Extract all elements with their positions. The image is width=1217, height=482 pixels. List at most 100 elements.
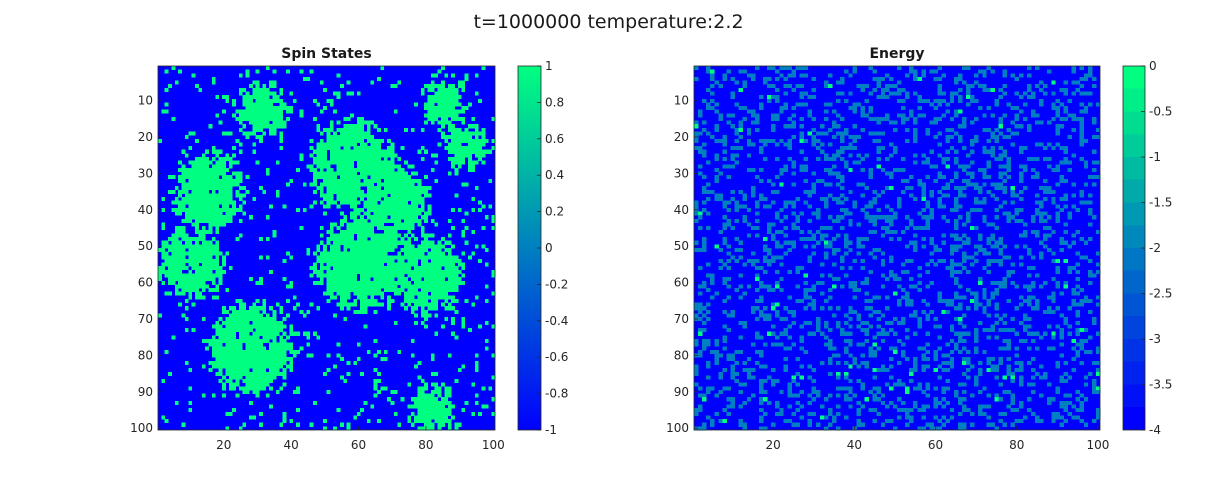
heatmap-cell (225, 317, 230, 322)
heatmap-cell (791, 211, 796, 216)
heatmap-cell (815, 157, 821, 162)
heatmap-cell (1030, 218, 1036, 223)
heatmap-cell (377, 204, 381, 209)
heatmap-cell (265, 95, 270, 100)
heatmap-cell (1063, 258, 1068, 263)
heatmap-cell (457, 153, 462, 158)
heatmap-cell (248, 120, 253, 125)
heatmap-cell (383, 178, 388, 183)
heatmap-cell (255, 98, 260, 103)
heatmap-cell (343, 273, 348, 278)
heatmap-cell (427, 87, 432, 92)
heatmap-cell (366, 204, 371, 209)
heatmap-cell (387, 175, 391, 180)
heatmap-cell (198, 277, 203, 282)
heatmap-cell (373, 382, 378, 387)
heatmap-cell (191, 251, 196, 256)
heatmap-cell (457, 146, 462, 151)
heatmap-cell (799, 116, 805, 121)
heatmap-cell (356, 189, 361, 194)
heatmap-cell (245, 379, 250, 384)
heatmap-cell (350, 182, 354, 187)
heatmap-cell (232, 331, 236, 336)
heatmap-cell (726, 200, 731, 205)
heatmap-cell (758, 106, 764, 111)
heatmap-cell (350, 138, 354, 143)
heatmap-cell (356, 262, 361, 267)
heatmap-cell (1091, 215, 1097, 220)
heatmap-cell (1055, 98, 1060, 103)
heatmap-cell (840, 215, 845, 220)
heatmap-cell (279, 309, 284, 314)
heatmap-cell (366, 153, 371, 158)
heatmap-cell (414, 306, 418, 311)
heatmap-cell (171, 207, 176, 212)
heatmap-cell (424, 295, 428, 300)
heatmap-cell (953, 200, 959, 205)
heatmap-cell (791, 200, 796, 205)
heatmap-cell (746, 284, 752, 289)
heatmap-cell (1087, 175, 1093, 180)
heatmap-cell (441, 284, 445, 289)
heatmap-cell (370, 164, 375, 169)
heatmap-cell (242, 349, 247, 354)
heatmap-cell (868, 171, 874, 176)
heatmap-cell (414, 255, 418, 260)
heatmap-cell (471, 197, 476, 202)
heatmap-cell (767, 178, 772, 183)
heatmap-cell (265, 364, 270, 369)
heatmap-cell (171, 175, 176, 180)
heatmap-cell (795, 66, 800, 71)
heatmap-cell (279, 353, 284, 358)
heatmap-cell (356, 160, 361, 165)
heatmap-cell (730, 146, 735, 151)
heatmap-cell (218, 200, 223, 205)
heatmap-cell (451, 320, 455, 325)
heatmap-cell (750, 142, 756, 147)
heatmap-cell (289, 349, 294, 354)
heatmap-cell (329, 262, 334, 267)
heatmap-cell (807, 288, 813, 293)
heatmap-cell (738, 273, 744, 278)
heatmap-cell (353, 284, 358, 289)
heatmap-cell (698, 226, 703, 231)
heatmap-cell (945, 149, 951, 154)
heatmap-cell (343, 160, 348, 165)
x-tick-label: 20 (216, 438, 231, 452)
heatmap-cell (387, 189, 391, 194)
heatmap-cell (360, 262, 364, 267)
heatmap-cell (380, 149, 385, 154)
heatmap-cell (188, 131, 193, 136)
heatmap-cell (484, 138, 489, 143)
heatmap-cell (326, 269, 331, 274)
heatmap-cell (779, 73, 784, 78)
heatmap-cell (350, 255, 354, 260)
heatmap-cell (856, 222, 861, 227)
heatmap-cell (872, 255, 878, 260)
heatmap-cell (905, 244, 910, 249)
heatmap-cell (222, 186, 226, 191)
heatmap-cell (242, 386, 247, 391)
heatmap-cell (353, 124, 358, 129)
heatmap-cell (420, 266, 425, 271)
heatmap-cell (424, 233, 428, 238)
heatmap-cell (1063, 91, 1068, 96)
heatmap-cell (464, 106, 469, 111)
heatmap-cell (957, 186, 963, 191)
heatmap-cell (326, 368, 331, 373)
heatmap-cell (222, 193, 226, 198)
heatmap-cell (225, 357, 230, 362)
heatmap-cell (779, 109, 784, 114)
heatmap-cell (393, 211, 398, 216)
heatmap-cell (252, 335, 257, 340)
heatmap-cell (461, 87, 466, 92)
heatmap-cell (734, 288, 740, 293)
heatmap-cell (282, 353, 287, 358)
heatmap-cell (252, 302, 257, 307)
heatmap-cell (377, 193, 381, 198)
heatmap-cell (803, 288, 809, 293)
heatmap-cell (390, 226, 395, 231)
heatmap-cell (718, 193, 723, 198)
heatmap-cell (248, 313, 253, 318)
heatmap-cell (339, 175, 344, 180)
